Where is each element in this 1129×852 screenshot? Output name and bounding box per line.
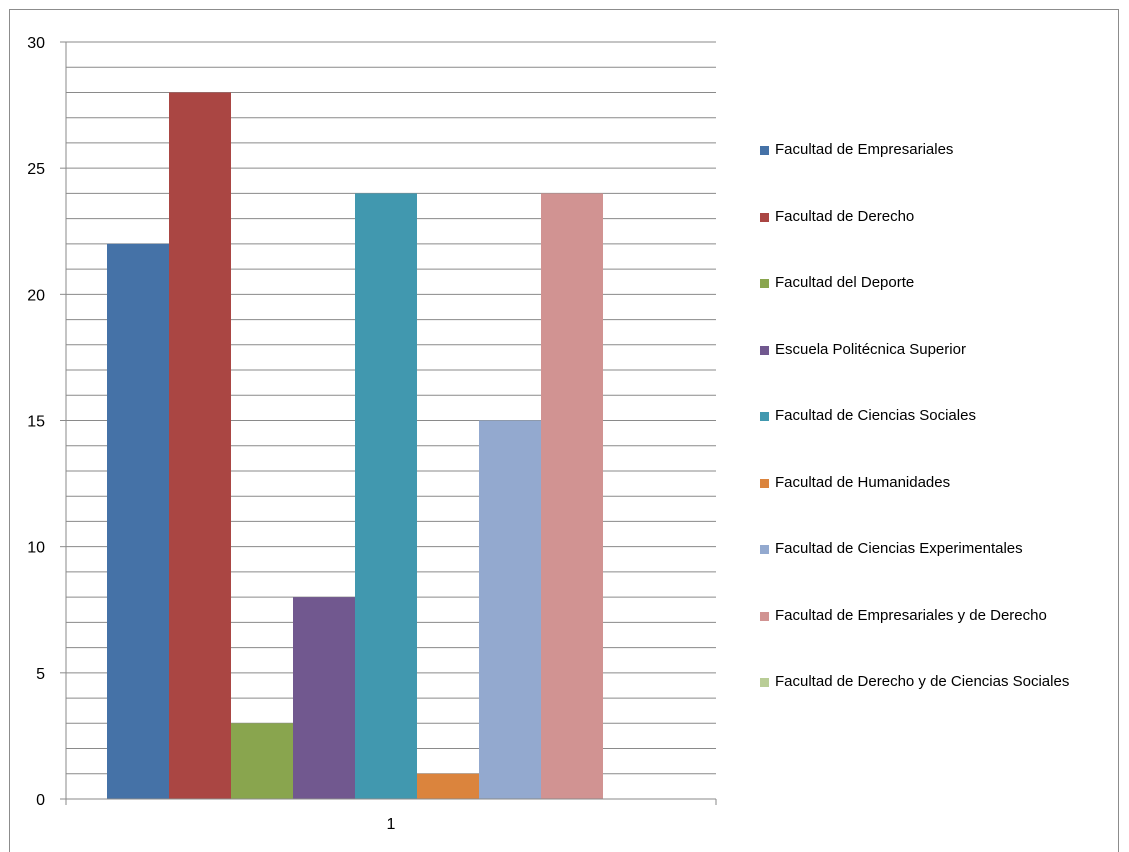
tick-labels: 0 5 10 15 20 25 30 1 (27, 35, 395, 833)
bar-7 (479, 420, 541, 799)
legend-swatch (760, 678, 769, 687)
bar-6 (417, 773, 479, 799)
bar-3 (231, 723, 293, 799)
legend-item: Facultad de Humanidades (760, 473, 950, 493)
legend-swatch (760, 279, 769, 288)
legend-item: Facultad de Ciencias Sociales (760, 406, 976, 426)
axes (60, 41, 717, 805)
legend-swatch (760, 611, 769, 621)
x-tick-label: 1 (387, 816, 396, 833)
legend-item: Facultad de Empresariales y de Derecho (760, 606, 1047, 626)
bars (107, 92, 603, 799)
bar-5 (355, 193, 417, 799)
bar-2 (169, 92, 231, 799)
y-tick-label: 10 (27, 540, 45, 557)
legend-label: Facultad de Humanidades (775, 473, 951, 491)
legend-item: Facultad de Derecho (760, 207, 914, 227)
legend-item: Facultad del Deporte (760, 273, 914, 293)
legend-swatch (760, 146, 769, 155)
y-tick-label: 25 (27, 161, 45, 178)
y-tick-label: 30 (27, 35, 45, 52)
bar-1 (107, 243, 169, 799)
y-tick-label: 0 (36, 792, 45, 809)
legend-swatch (760, 212, 769, 222)
legend-swatch (760, 412, 769, 421)
legend-label: Facultad del Deporte (775, 274, 915, 291)
legend-swatch (760, 478, 769, 488)
legend-label: Facultad de Empresariales y de Derecho (775, 606, 1047, 624)
legend-label: Facultad de Derecho y de Ciencias Social… (775, 673, 1070, 690)
legend-label: Facultad de Derecho (775, 207, 915, 225)
legend-label: Facultad de Ciencias Experimentales (775, 540, 1023, 557)
bar-8 (541, 193, 603, 799)
legend-label: Facultad de Ciencias Sociales (775, 407, 976, 424)
legend-swatch (760, 545, 769, 554)
y-tick-label: 5 (36, 666, 45, 683)
legend-item: Facultad de Empresariales (760, 140, 953, 160)
y-tick-label: 15 (27, 414, 45, 431)
y-tick-label: 20 (27, 287, 45, 304)
legend-swatch (760, 345, 769, 355)
chart-frame (9, 9, 1119, 852)
bar-4 (293, 597, 355, 799)
legend-item: Escuela Politécnica Superior (760, 340, 966, 360)
legend-label: Escuela Politécnica Superior (775, 340, 966, 358)
legend-item: Facultad de Ciencias Experimentales (760, 539, 1023, 559)
legend-item: Facultad de Derecho y de Ciencias Social… (760, 672, 1069, 692)
legend-label: Facultad de Empresariales (775, 141, 954, 158)
